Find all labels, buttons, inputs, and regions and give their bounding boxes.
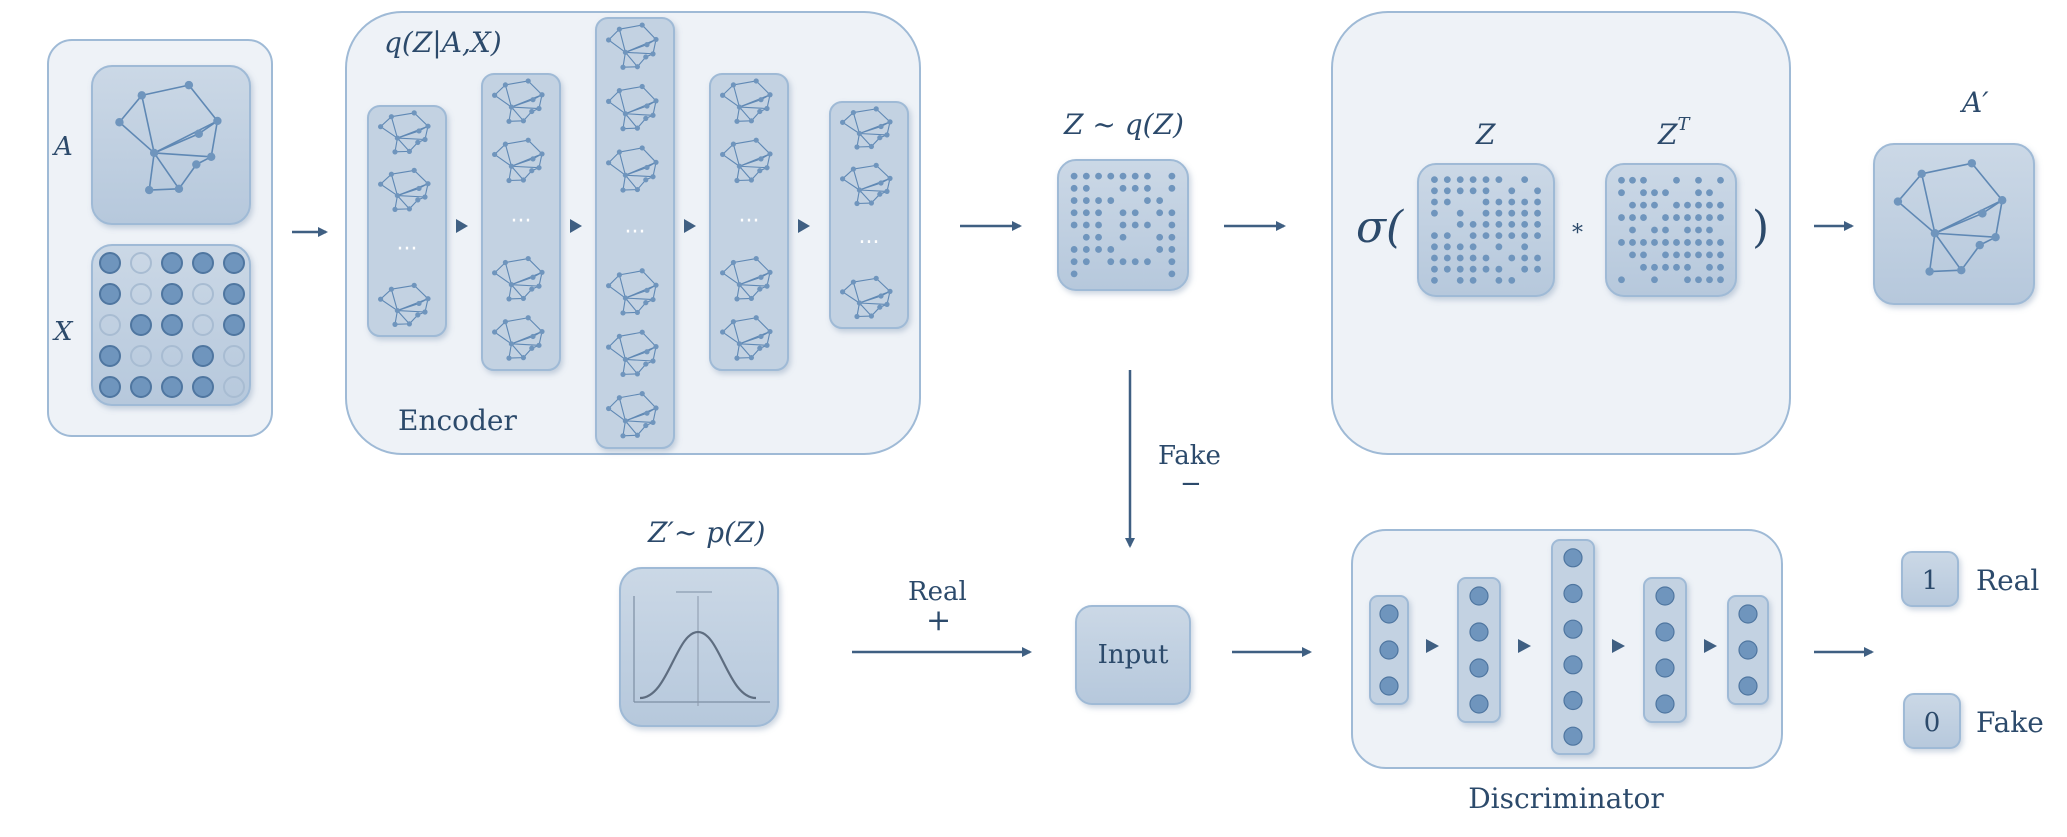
decoder-zt-box <box>1605 163 1737 297</box>
discriminator-panel <box>1351 529 1783 769</box>
input-label-a: A <box>52 132 73 162</box>
svg-text:···: ··· <box>739 209 760 234</box>
output-fake-label: Fake <box>1976 706 2044 739</box>
decoder-z-box <box>1417 163 1555 297</box>
decoder-sigma-open: σ( <box>1356 202 1404 253</box>
decoder-close-paren: ) <box>1752 202 1769 253</box>
gaussian-curve-icon <box>633 591 770 706</box>
decoder-z-icon <box>1431 176 1541 284</box>
output-fake-box <box>1903 693 1961 749</box>
encoder-label: Encoder <box>398 404 518 437</box>
decoder-multiply: * <box>1572 221 1583 246</box>
output-graph-icon <box>1893 159 2007 276</box>
prior-label: Z′~ p(Z) <box>647 516 765 549</box>
output-label: A′ <box>1959 86 1989 119</box>
decoder-z-label: Z <box>1475 118 1496 151</box>
feature-matrix-icon <box>99 252 245 398</box>
decoder-panel: σ( Z * ZT ) <box>1331 11 1791 455</box>
output-real-box <box>1901 551 1959 607</box>
fake-arrow-label: Fake <box>1158 441 1221 471</box>
latent-label: Z ~ q(Z) <box>1063 108 1184 141</box>
real-arrow-sign: + <box>926 603 951 638</box>
encoder-panel: q(Z|A,X) Encoder ··· ··· ··· ··· ··· <box>345 11 921 455</box>
decoder-zt-icon <box>1618 176 1724 284</box>
latent-matrix-icon <box>1070 172 1176 278</box>
input-label-x: X <box>52 317 74 347</box>
output-real-value: 1 <box>1922 566 1939 596</box>
input-box <box>1075 605 1191 705</box>
output-real-label: Real <box>1976 564 2039 597</box>
svg-text:···: ··· <box>511 209 532 234</box>
adjacency-graph-icon <box>115 80 222 195</box>
svg-text:···: ··· <box>397 237 418 262</box>
input-panel: A X <box>47 39 273 437</box>
svg-text:···: ··· <box>859 230 880 255</box>
encoder-title: q(Z|A,X) <box>384 26 502 59</box>
real-arrow-label: Real <box>908 577 967 607</box>
output-fake-value: 0 <box>1924 708 1941 738</box>
svg-text:···: ··· <box>625 220 646 245</box>
fake-arrow-sign: − <box>1180 469 1202 499</box>
input-box-label: Input <box>1098 640 1169 670</box>
decoder-zt-label: ZT <box>1657 114 1691 151</box>
discriminator-label: Discriminator <box>1468 782 1664 815</box>
